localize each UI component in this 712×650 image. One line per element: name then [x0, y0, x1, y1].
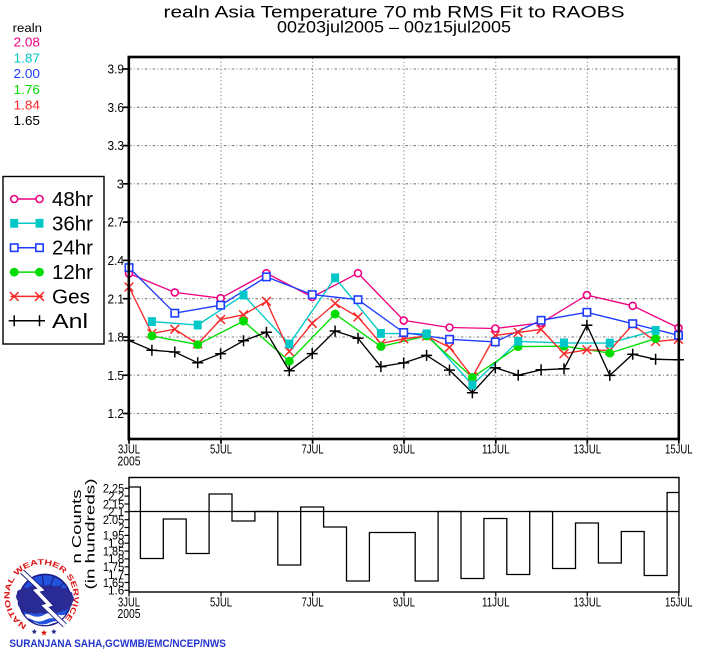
svg-text:12hr: 12hr: [52, 262, 93, 284]
svg-text:1.75: 1.75: [103, 560, 125, 574]
svg-text:1.2: 1.2: [108, 406, 125, 421]
svg-text:3.6: 3.6: [108, 100, 125, 115]
svg-text:7JUL: 7JUL: [302, 594, 324, 609]
svg-text:13JUL: 13JUL: [574, 442, 602, 457]
svg-text:2.1: 2.1: [108, 291, 125, 306]
svg-text:2.7: 2.7: [108, 215, 125, 230]
svg-text:36hr: 36hr: [52, 213, 93, 235]
svg-text:n Counts: n Counts: [69, 489, 84, 564]
svg-text:Anl: Anl: [52, 311, 88, 333]
svg-text:11JUL: 11JUL: [482, 594, 510, 609]
svg-text:realn Asia Temperature 70 mb R: realn Asia Temperature 70 mb RMS Fit to …: [164, 2, 625, 21]
svg-text:5JUL: 5JUL: [210, 442, 232, 457]
svg-text:1.8: 1.8: [108, 552, 125, 566]
svg-text:realn: realn: [13, 21, 43, 35]
svg-text:1.8: 1.8: [108, 330, 125, 345]
svg-text:2.25: 2.25: [103, 482, 125, 496]
svg-text:(in hundreds): (in hundreds): [83, 479, 98, 590]
svg-text:1.76: 1.76: [14, 83, 41, 97]
svg-text:15JUL: 15JUL: [665, 594, 693, 609]
svg-text:13JUL: 13JUL: [574, 594, 602, 609]
svg-text:1.5: 1.5: [108, 368, 125, 383]
svg-text:1.65: 1.65: [14, 114, 41, 128]
svg-text:1.65: 1.65: [103, 576, 125, 590]
svg-text:1.87: 1.87: [14, 51, 41, 65]
svg-text:1.85: 1.85: [103, 544, 125, 558]
svg-text:3.9: 3.9: [108, 62, 125, 77]
svg-text:1.6: 1.6: [108, 584, 125, 598]
svg-text:2.1: 2.1: [108, 505, 125, 519]
svg-text:2005: 2005: [118, 454, 141, 469]
svg-text:3JUL: 3JUL: [118, 442, 140, 457]
svg-text:2: 2: [119, 521, 125, 535]
svg-text:00z03jul2005 – 00z15jul2005: 00z03jul2005 – 00z15jul2005: [277, 17, 511, 36]
svg-text:SURANJANA SAHA,GCWMB/EMC/NCEP/: SURANJANA SAHA,GCWMB/EMC/NCEP/NWS: [9, 638, 226, 650]
svg-text:3: 3: [117, 176, 124, 191]
svg-text:2.05: 2.05: [103, 513, 125, 527]
svg-text:3.3: 3.3: [108, 138, 125, 153]
svg-text:7JUL: 7JUL: [302, 442, 324, 457]
svg-text:11JUL: 11JUL: [482, 442, 510, 457]
svg-text:2.4: 2.4: [108, 253, 125, 268]
svg-text:2.00: 2.00: [14, 67, 41, 81]
svg-text:9JUL: 9JUL: [393, 442, 415, 457]
svg-text:2.15: 2.15: [103, 497, 125, 511]
svg-text:2.2: 2.2: [108, 489, 125, 503]
svg-text:9JUL: 9JUL: [393, 594, 415, 609]
svg-text:2005: 2005: [118, 606, 141, 621]
svg-text:24hr: 24hr: [52, 238, 93, 260]
svg-text:3JUL: 3JUL: [118, 594, 140, 609]
svg-text:15JUL: 15JUL: [665, 442, 693, 457]
svg-text:1.95: 1.95: [103, 529, 125, 543]
svg-text:Ges: Ges: [52, 286, 90, 308]
svg-text:2.08: 2.08: [14, 36, 41, 50]
svg-text:1.7: 1.7: [108, 568, 125, 582]
svg-text:5JUL: 5JUL: [210, 594, 232, 609]
svg-text:1.84: 1.84: [14, 99, 41, 113]
svg-text:48hr: 48hr: [52, 189, 93, 211]
svg-text:1.9: 1.9: [108, 537, 125, 551]
